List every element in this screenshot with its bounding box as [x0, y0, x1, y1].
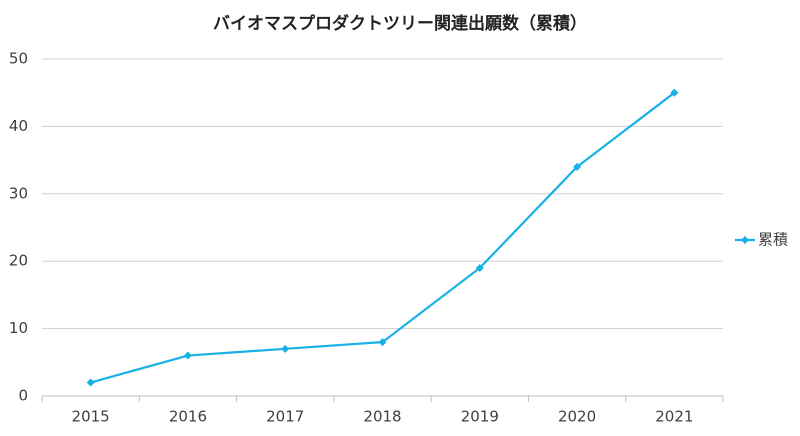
y-tick-label: 0 — [18, 387, 28, 405]
x-tick-label: 2020 — [558, 408, 596, 426]
marker — [573, 162, 582, 171]
chart-title: バイオマスプロダクトツリー関連出願数（累積） — [213, 13, 587, 34]
y-tick-label: 40 — [9, 117, 28, 135]
y-tick-label: 30 — [9, 184, 28, 202]
x-tick-label: 2019 — [461, 408, 499, 426]
x-tick-label: 2018 — [363, 408, 401, 426]
marker — [281, 344, 290, 353]
y-tick-label: 20 — [9, 252, 28, 270]
y-tick-label: 50 — [9, 50, 28, 68]
marker — [86, 378, 95, 387]
x-tick-label: 2017 — [266, 408, 304, 426]
x-tick-label: 2015 — [72, 408, 110, 426]
y-tick-label: 10 — [9, 319, 28, 337]
marker — [670, 88, 679, 97]
legend-label: 累積 — [758, 231, 788, 249]
x-tick-label: 2021 — [655, 408, 693, 426]
legend-marker — [741, 236, 749, 244]
x-tick-label: 2016 — [169, 408, 207, 426]
marker — [378, 338, 387, 347]
marker — [475, 263, 484, 272]
marker — [183, 351, 192, 360]
